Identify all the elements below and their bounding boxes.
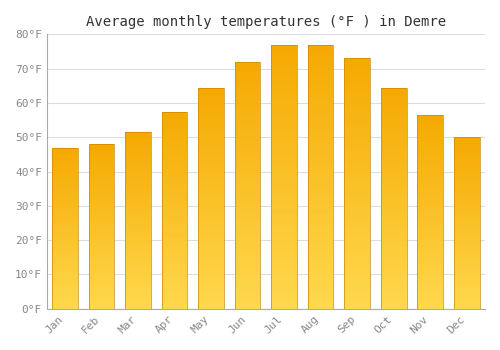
Bar: [198, 88, 224, 309]
Bar: [454, 137, 479, 309]
Bar: [272, 44, 297, 309]
Bar: [126, 132, 151, 309]
Bar: [344, 58, 370, 309]
Bar: [89, 144, 114, 309]
Bar: [52, 148, 78, 309]
Bar: [162, 112, 188, 309]
Bar: [381, 88, 406, 309]
Bar: [308, 44, 334, 309]
Bar: [418, 115, 443, 309]
Bar: [235, 62, 260, 309]
Title: Average monthly temperatures (°F ) in Demre: Average monthly temperatures (°F ) in De…: [86, 15, 446, 29]
